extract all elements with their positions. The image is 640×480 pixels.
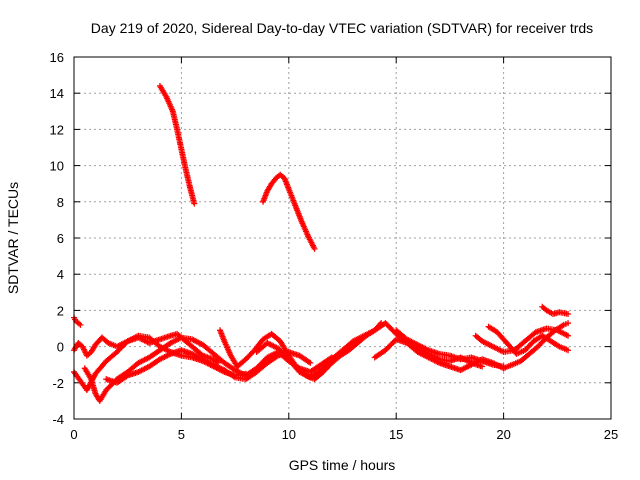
x-tick-label: 25 xyxy=(604,427,618,442)
x-tick-label: 5 xyxy=(178,427,185,442)
series-high-arc-1 xyxy=(156,82,198,207)
y-axis-label: SDTVAR / TECUs xyxy=(5,182,21,294)
y-tick-label: -2 xyxy=(52,376,64,391)
x-axis-label: GPS time / hours xyxy=(289,457,396,473)
data-point xyxy=(565,332,572,339)
y-tick-label: 10 xyxy=(50,159,64,174)
data-point xyxy=(311,245,318,252)
y-tick-label: 12 xyxy=(50,122,64,137)
data-point xyxy=(565,347,572,354)
data-point xyxy=(191,200,198,207)
y-tick-label: -4 xyxy=(52,412,64,427)
axis-ticks: 0 5 10 15 20 25 -4 -2 0 2 4 6 8 10 12 14 16 xyxy=(50,50,619,442)
x-tick-label: 20 xyxy=(496,427,510,442)
data-point xyxy=(565,320,572,327)
series-arc-k xyxy=(485,323,572,357)
x-tick-label: 0 xyxy=(70,427,77,442)
y-tick-label: 0 xyxy=(57,340,64,355)
y-tick-label: 4 xyxy=(57,267,64,282)
data-points xyxy=(71,82,572,404)
data-point xyxy=(305,358,312,365)
y-tick-label: 2 xyxy=(57,303,64,318)
plot-frame xyxy=(73,56,612,420)
series-high-arc-2 xyxy=(260,171,318,252)
data-point xyxy=(307,359,314,366)
series-arc-l xyxy=(500,320,572,372)
data-point xyxy=(77,321,84,328)
y-tick-label: 16 xyxy=(50,50,64,65)
series-arc-c xyxy=(71,314,84,328)
chart-title: Day 219 of 2020, Sidereal Day-to-day VTE… xyxy=(91,20,593,36)
series-arc-i xyxy=(393,327,507,370)
y-tick-label: 8 xyxy=(57,195,64,210)
x-tick-label: 15 xyxy=(389,427,403,442)
y-tick-label: 6 xyxy=(57,231,64,246)
data-point xyxy=(565,311,572,318)
series-arc-m xyxy=(539,303,572,318)
y-tick-label: 14 xyxy=(50,86,64,101)
data-point xyxy=(479,363,486,370)
data-point xyxy=(104,338,111,345)
x-tick-label: 10 xyxy=(282,427,296,442)
data-point xyxy=(230,373,237,380)
